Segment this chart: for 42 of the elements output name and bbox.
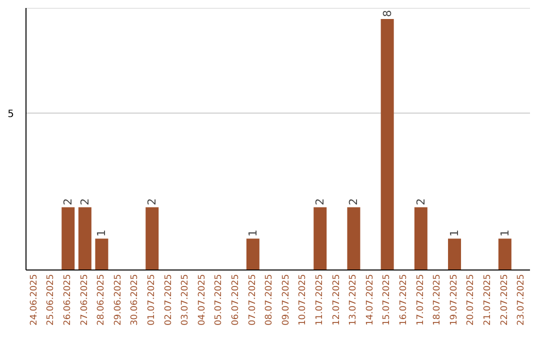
x-tick-label: 11.07.2025 bbox=[315, 274, 325, 326]
x-tick-label: 28.06.2025 bbox=[96, 274, 107, 326]
x-tick-label: 07.07.2025 bbox=[248, 274, 258, 326]
x-tick-label: 06.07.2025 bbox=[231, 274, 241, 326]
x-tick-label: 12.07.2025 bbox=[332, 274, 342, 326]
data-label: 2 bbox=[146, 198, 159, 206]
x-tick-label: 26.06.2025 bbox=[63, 274, 73, 326]
x-tick-label: 17.07.2025 bbox=[416, 274, 426, 326]
x-tick-label: 22.07.2025 bbox=[500, 274, 510, 326]
x-tick-label: 15.07.2025 bbox=[382, 274, 392, 326]
x-tick-label: 02.07.2025 bbox=[164, 274, 174, 326]
x-tick-label: 03.07.2025 bbox=[180, 274, 191, 326]
x-tick-label: 05.07.2025 bbox=[214, 274, 224, 326]
data-label: 2 bbox=[62, 198, 75, 206]
x-tick-label: 14.07.2025 bbox=[365, 274, 376, 326]
x-tick-label: 27.06.2025 bbox=[80, 274, 90, 326]
x-tick-label: 21.07.2025 bbox=[483, 274, 493, 326]
x-tick-label: 25.06.2025 bbox=[46, 274, 56, 326]
x-tick-label: 13.07.2025 bbox=[348, 274, 359, 326]
x-tick-label: 18.07.2025 bbox=[432, 274, 443, 326]
data-label: 1 bbox=[95, 230, 108, 237]
x-tick-label: 01.07.2025 bbox=[147, 274, 157, 326]
y-tick-label: 5 bbox=[8, 109, 14, 120]
x-tick-label: 16.07.2025 bbox=[399, 274, 409, 326]
data-label: 2 bbox=[314, 198, 327, 206]
x-tick-label: 23.07.2025 bbox=[516, 274, 527, 326]
x-tick-label: 19.07.2025 bbox=[449, 274, 460, 326]
data-label: 8 bbox=[380, 10, 394, 17]
x-tick-label: 09.07.2025 bbox=[281, 274, 292, 326]
data-label: 2 bbox=[414, 198, 428, 206]
x-tick-label: 24.06.2025 bbox=[29, 274, 40, 326]
x-tick-label: 20.07.2025 bbox=[466, 274, 476, 326]
data-label: 2 bbox=[347, 198, 360, 206]
data-label: 2 bbox=[78, 198, 92, 206]
x-tick-label: 30.06.2025 bbox=[130, 274, 140, 326]
x-tick-label: 04.07.2025 bbox=[197, 274, 208, 326]
data-label: 1 bbox=[246, 230, 260, 237]
data-label: 1 bbox=[448, 230, 462, 237]
data-label: 1 bbox=[498, 230, 512, 237]
x-tick-label: 08.07.2025 bbox=[264, 274, 275, 326]
x-tick-label: 29.06.2025 bbox=[113, 274, 124, 326]
x-tick-label: 10.07.2025 bbox=[298, 274, 308, 326]
